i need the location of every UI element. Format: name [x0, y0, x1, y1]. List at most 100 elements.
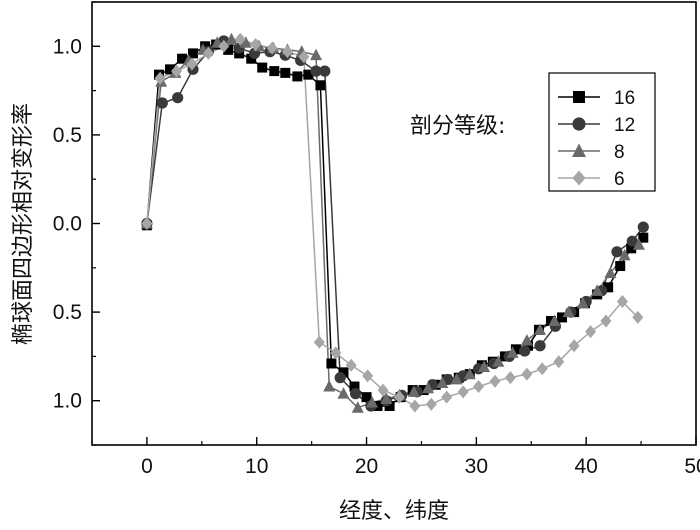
x-axis-title: 经度、纬度 — [339, 499, 449, 524]
data-point-6 — [521, 367, 533, 381]
data-point-8 — [506, 346, 519, 358]
legend-marker-8 — [572, 143, 586, 157]
data-point-16 — [280, 67, 291, 78]
data-point-8 — [562, 305, 575, 318]
data-point-6 — [409, 399, 421, 413]
legend-title: 剖分等级: — [410, 114, 505, 139]
x-tick-label: 0 — [141, 455, 153, 478]
data-point-16 — [603, 282, 614, 293]
data-point-6 — [234, 32, 246, 46]
data-point-6 — [281, 45, 293, 59]
data-point-6 — [171, 64, 183, 78]
data-point-6 — [632, 310, 644, 324]
y-tick-label: 1.0 — [53, 35, 82, 58]
legend-marker-6 — [572, 170, 586, 186]
data-point-16 — [626, 243, 637, 254]
y-tick-label: 0.5 — [53, 301, 82, 324]
data-point-6 — [425, 397, 437, 411]
data-point-12 — [519, 345, 531, 357]
x-tick-label: 50 — [684, 455, 700, 478]
data-point-6 — [266, 41, 278, 55]
data-point-16 — [292, 71, 303, 82]
data-point-6 — [600, 314, 612, 328]
data-point-12 — [349, 388, 362, 400]
data-point-8 — [520, 333, 533, 346]
data-point-16 — [384, 401, 395, 412]
data-point-6 — [186, 57, 198, 71]
data-point-16 — [557, 312, 568, 323]
data-point-16 — [418, 385, 429, 396]
data-point-8 — [534, 323, 547, 335]
data-point-16 — [188, 48, 199, 59]
data-point-8 — [478, 360, 491, 373]
data-point-8 — [407, 385, 420, 397]
data-point-6 — [473, 380, 485, 394]
data-point-16 — [200, 41, 211, 52]
data-point-8 — [351, 401, 364, 413]
data-point-16 — [349, 381, 360, 392]
data-point-8 — [604, 266, 617, 279]
data-point-8 — [450, 372, 463, 385]
data-point-8 — [323, 380, 336, 392]
data-point-16 — [269, 66, 280, 77]
data-point-16 — [315, 80, 326, 91]
data-point-8 — [337, 387, 350, 399]
legend-label-12: 12 — [614, 115, 635, 136]
legend-label-16: 16 — [614, 88, 635, 109]
data-point-6 — [313, 335, 325, 349]
series-markers — [140, 32, 649, 413]
y-tick-label: 0.0 — [53, 213, 82, 236]
x-tick-label: 20 — [355, 455, 378, 478]
data-point-16 — [326, 358, 337, 369]
data-point-16 — [223, 44, 234, 55]
data-point-16 — [338, 367, 349, 378]
data-point-8 — [422, 381, 435, 394]
data-point-6 — [616, 294, 628, 308]
data-point-8 — [591, 284, 604, 296]
data-point-12 — [172, 92, 184, 104]
data-point-8 — [225, 32, 238, 45]
legend-marker-12 — [572, 117, 586, 131]
data-point-6 — [298, 50, 310, 64]
data-point-8 — [548, 314, 561, 326]
data-point-6 — [154, 71, 166, 85]
data-point-8 — [463, 367, 476, 380]
data-point-12 — [626, 235, 638, 247]
data-point-6 — [536, 362, 548, 376]
data-point-6 — [377, 383, 389, 397]
data-point-6 — [345, 358, 357, 372]
legend-label-8: 8 — [614, 142, 625, 163]
data-point-16 — [257, 62, 268, 73]
data-point-6 — [250, 38, 262, 52]
data-point-12 — [534, 340, 546, 352]
axis-ticks: 0 10 20 30 40 50 1.0 0.5 0.0 0.5 1.0 — [53, 1, 700, 478]
data-point-6 — [330, 346, 342, 360]
data-point-8 — [310, 48, 323, 61]
x-tick-label: 30 — [465, 455, 488, 478]
data-point-16 — [361, 392, 372, 403]
data-point-16 — [638, 232, 649, 243]
x-tick-label: 10 — [245, 455, 268, 478]
data-point-8 — [436, 376, 449, 388]
data-point-12 — [310, 65, 322, 77]
y-axis-title: 椭球面四边形相对变形率 — [11, 103, 36, 345]
data-point-6 — [489, 374, 501, 388]
data-point-8 — [576, 296, 589, 309]
data-point-6 — [362, 369, 374, 383]
data-point-12 — [334, 372, 346, 384]
data-point-12 — [156, 97, 168, 109]
data-point-12 — [611, 246, 623, 258]
x-tick-label: 40 — [575, 455, 598, 478]
data-point-8 — [380, 392, 393, 404]
legend-label-6: 6 — [614, 169, 625, 190]
data-point-6 — [218, 39, 230, 53]
data-point-16 — [303, 69, 314, 80]
data-point-6 — [202, 46, 214, 60]
data-point-6 — [504, 371, 516, 385]
legend-box — [548, 72, 656, 192]
y-tick-label: 0.5 — [53, 124, 82, 147]
data-point-6 — [393, 390, 405, 404]
data-point-16 — [522, 340, 533, 351]
data-point-6 — [585, 325, 597, 339]
